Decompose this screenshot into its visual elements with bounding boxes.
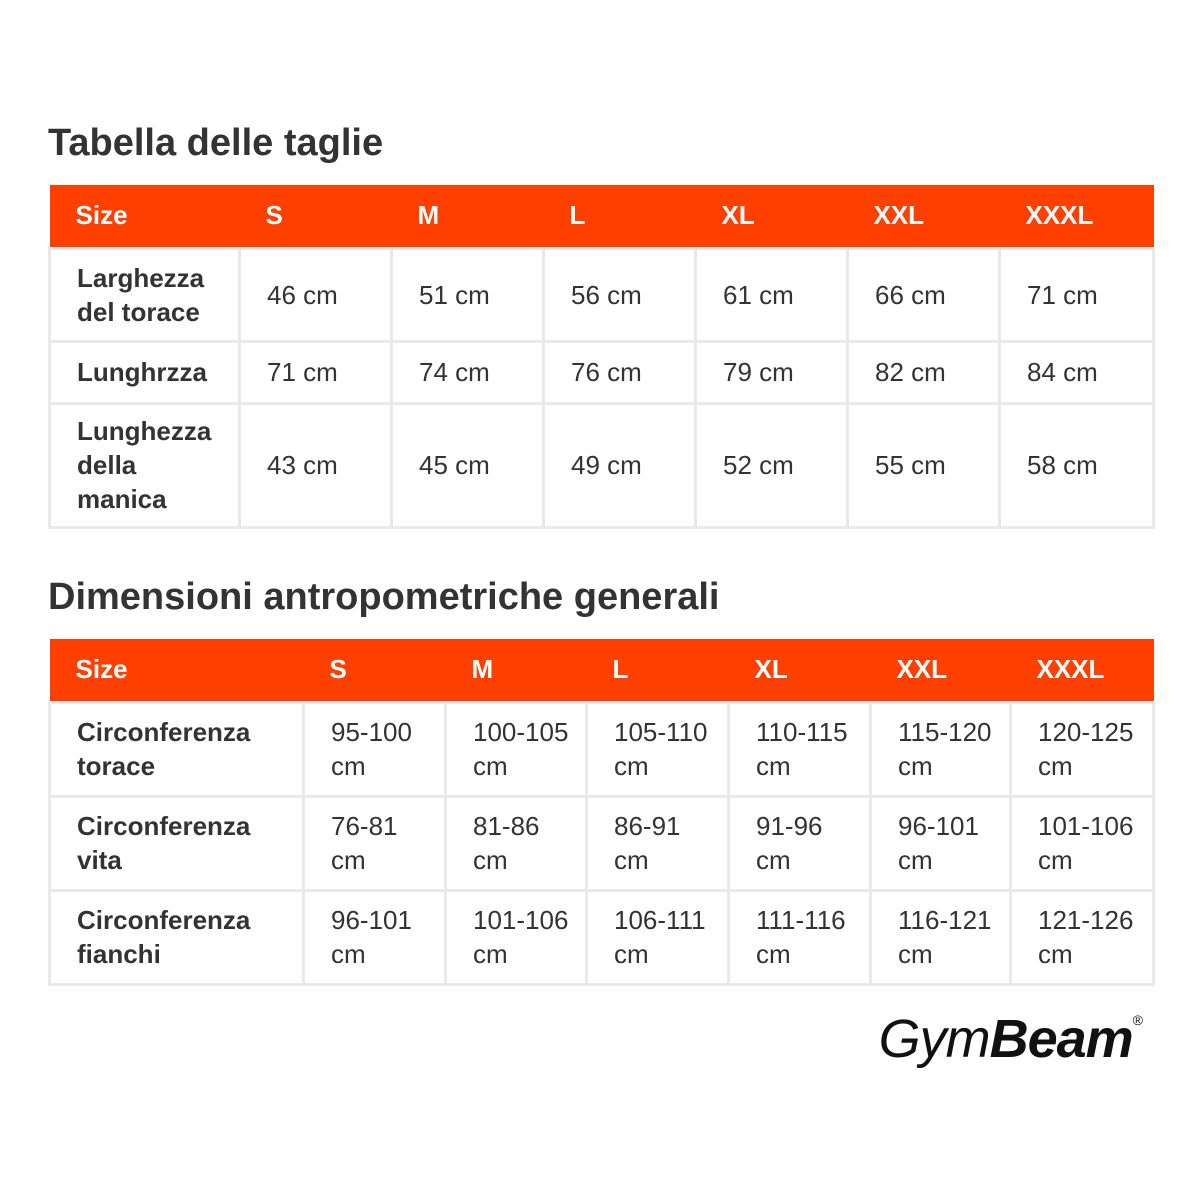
table-row: Circonferenza vita 76-81 cm 81-86 cm 86-91 … — [48, 794, 1155, 892]
cell: 81-86 cm — [444, 794, 588, 892]
cell: 115-120 cm — [869, 700, 1012, 798]
row-label: Lunghezza della manica — [48, 401, 241, 529]
cell: 120-125 cm — [1009, 700, 1155, 798]
cell: 71 cm — [238, 339, 393, 405]
cell: 46 cm — [238, 246, 393, 343]
cell: 66 cm — [846, 246, 1001, 343]
cell: 71 cm — [998, 246, 1155, 343]
table-row: Lunghezza della manica 43 cm 45 cm 49 cm 52 … — [48, 401, 1155, 529]
table-row: Circonferenza fianchi 96-101 cm 101-106 cm… — [48, 888, 1155, 986]
table-row: Larghezza del torace 46 cm 51 cm 56 cm 61 cm… — [48, 246, 1155, 343]
header-cell: XL — [695, 185, 848, 248]
header-cell: M — [445, 639, 587, 702]
header-cell: M — [391, 185, 544, 248]
cell: 96-101 cm — [869, 794, 1012, 892]
header-cell: XXL — [847, 185, 1000, 248]
cell: 76-81 cm — [302, 794, 447, 892]
cell: 58 cm — [998, 401, 1155, 529]
size-table: Size S M L XL XXL XXXL Circonferenza torace 95-1… — [48, 639, 1155, 986]
table-title: Dimensioni antropometriche generali — [48, 576, 720, 618]
cell: 84 cm — [998, 339, 1155, 405]
cell: 82 cm — [846, 339, 1001, 405]
cell: 43 cm — [238, 401, 393, 529]
cell: 51 cm — [390, 246, 545, 343]
cell: 76 cm — [542, 339, 697, 405]
cell: 96-101 cm — [302, 888, 447, 986]
cell: 55 cm — [846, 401, 1001, 529]
cell: 56 cm — [542, 246, 697, 343]
cell: 105-110 cm — [585, 700, 730, 798]
row-label: Circonferenza torace — [48, 700, 305, 798]
header-cell: XXXL — [999, 185, 1154, 248]
header-cell: Size — [49, 639, 304, 702]
cell: 79 cm — [694, 339, 849, 405]
cell: 52 cm — [694, 401, 849, 529]
logo-registered: ® — [1132, 1012, 1143, 1028]
cell: 110-115 cm — [727, 700, 872, 798]
logo-beam: Beam — [989, 1009, 1134, 1069]
row-label: Circonferenza vita — [48, 794, 305, 892]
logo-gym: Gym — [878, 1009, 991, 1069]
cell: 111-116 cm — [727, 888, 872, 986]
cell: 61 cm — [694, 246, 849, 343]
row-label: Larghezza del torace — [48, 246, 241, 343]
header-cell: Size — [49, 185, 240, 248]
header-cell: L — [586, 639, 729, 702]
row-label: Circonferenza fianchi — [48, 888, 305, 986]
cell: 100-105 cm — [444, 700, 588, 798]
cell: 106-111 cm — [585, 888, 730, 986]
cell: 86-91 cm — [585, 794, 730, 892]
table-row: Lunghrzza 71 cm 74 cm 76 cm 79 cm 82 cm 84 cm — [48, 339, 1155, 405]
header-cell: L — [543, 185, 696, 248]
cell: 101-106 cm — [1009, 794, 1155, 892]
table-title: Tabella delle taglie — [48, 122, 384, 164]
row-label: Lunghrzza — [48, 339, 241, 405]
cell: 101-106 cm — [444, 888, 588, 986]
header-cell: XXXL — [1010, 639, 1154, 702]
header-row: Size S M L XL XXL XXXL — [49, 185, 1154, 248]
header-cell: S — [239, 185, 392, 248]
cell: 95-100 cm — [302, 700, 447, 798]
table-row: Circonferenza torace 95-100 cm 100-105 cm 1… — [48, 700, 1155, 798]
cell: 121-126 cm — [1009, 888, 1155, 986]
cell: 74 cm — [390, 339, 545, 405]
cell: 91-96 cm — [727, 794, 872, 892]
header-cell: S — [303, 639, 446, 702]
size-table: Size S M L XL XXL XXXL Larghezza del torace 46 c… — [48, 185, 1155, 529]
header-cell: XL — [728, 639, 871, 702]
logo: GymBeam® — [878, 1008, 1143, 1070]
header-row: Size S M L XL XXL XXXL — [49, 639, 1154, 702]
header-cell: XXL — [870, 639, 1011, 702]
cell: 116-121 cm — [869, 888, 1012, 986]
cell: 49 cm — [542, 401, 697, 529]
cell: 45 cm — [390, 401, 545, 529]
